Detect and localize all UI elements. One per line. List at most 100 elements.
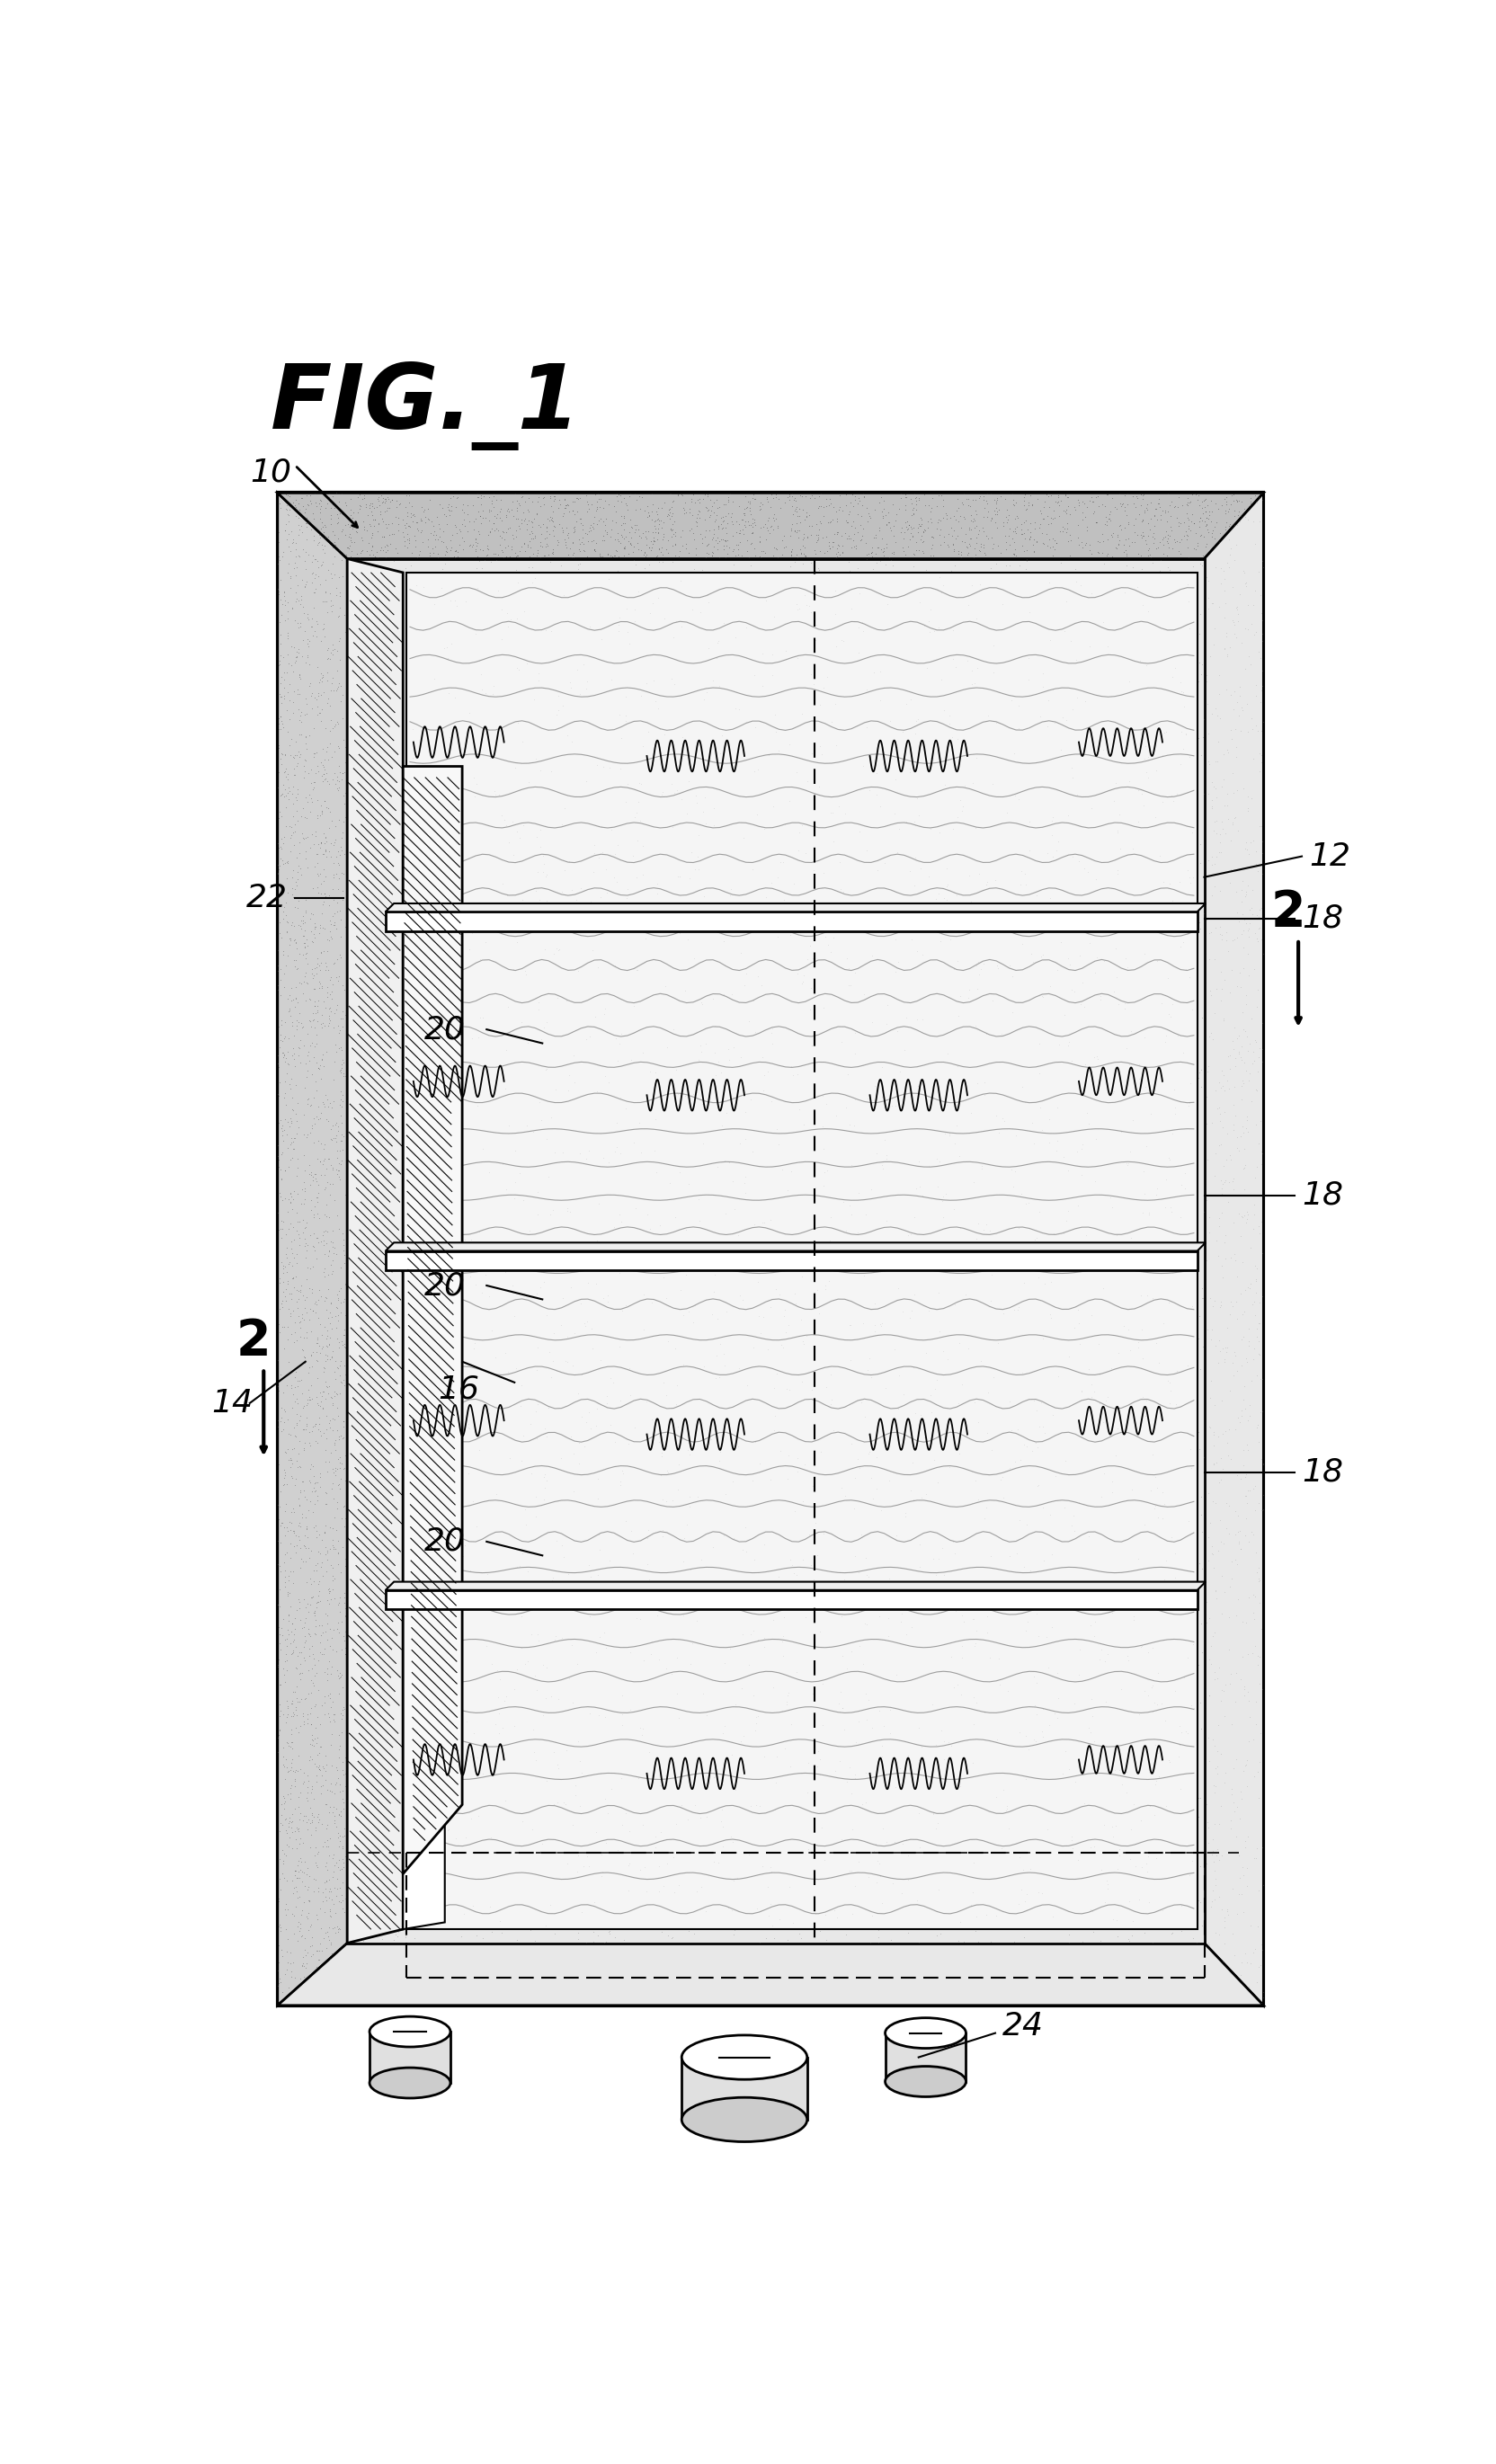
Point: [358, 1892, 381, 1932]
Point: [408, 1882, 432, 1922]
Point: [654, 1676, 678, 1715]
Point: [473, 1170, 497, 1210]
Point: [615, 589, 639, 628]
Point: [295, 695, 319, 734]
Point: [639, 1402, 663, 1441]
Point: [884, 776, 908, 816]
Point: [314, 1185, 338, 1225]
Point: [721, 1821, 745, 1860]
Point: [482, 1286, 506, 1326]
Point: [1116, 946, 1140, 986]
Point: [969, 1067, 993, 1106]
Point: [1118, 1466, 1141, 1506]
Point: [290, 1915, 314, 1954]
Point: [866, 527, 890, 567]
Point: [1230, 1037, 1254, 1077]
Point: [422, 862, 446, 902]
Point: [993, 1715, 1017, 1754]
Point: [1040, 1607, 1064, 1646]
Point: [332, 835, 356, 875]
Point: [498, 885, 522, 924]
Point: [928, 1540, 951, 1579]
Point: [272, 572, 296, 611]
Point: [706, 968, 730, 1008]
Point: [311, 1611, 335, 1651]
Point: [266, 1136, 290, 1175]
Point: [269, 658, 293, 697]
Point: [384, 1434, 408, 1473]
Point: [552, 788, 576, 828]
Point: [848, 520, 872, 559]
Point: [305, 1900, 329, 1939]
Point: [723, 983, 747, 1023]
Point: [295, 963, 319, 1003]
Point: [1224, 798, 1248, 838]
Point: [1002, 1789, 1026, 1828]
Point: [1209, 1439, 1233, 1478]
Point: [1008, 722, 1032, 761]
Point: [268, 1841, 292, 1880]
Point: [747, 670, 770, 710]
Point: [266, 1486, 290, 1525]
Point: [326, 670, 350, 710]
Point: [872, 488, 896, 527]
Point: [634, 1732, 658, 1772]
Point: [1019, 476, 1043, 515]
Point: [295, 476, 319, 515]
Point: [591, 747, 615, 786]
Point: [726, 830, 749, 870]
Point: [1132, 1799, 1156, 1838]
Point: [785, 1183, 809, 1222]
Point: [868, 542, 892, 582]
Point: [803, 717, 827, 756]
Point: [1206, 1343, 1230, 1382]
Point: [519, 517, 543, 557]
Point: [913, 1634, 936, 1673]
Point: [334, 1611, 358, 1651]
Point: [1040, 734, 1064, 774]
Point: [1137, 1198, 1161, 1237]
Point: [1201, 1720, 1225, 1759]
Point: [404, 1289, 428, 1328]
Point: [823, 1050, 847, 1089]
Point: [335, 591, 359, 631]
Point: [1022, 1161, 1046, 1200]
Point: [624, 1878, 648, 1917]
Point: [549, 1476, 573, 1515]
Point: [296, 1592, 320, 1631]
Point: [561, 1035, 585, 1074]
Point: [1010, 1198, 1034, 1237]
Point: [299, 1924, 323, 1964]
Point: [365, 1619, 389, 1658]
Point: [456, 1131, 480, 1170]
Point: [565, 478, 589, 517]
Point: [1019, 818, 1043, 857]
Point: [420, 611, 444, 650]
Point: [1180, 1106, 1204, 1146]
Point: [841, 919, 865, 958]
Point: [301, 1508, 325, 1547]
Point: [1082, 1020, 1106, 1060]
Point: [597, 1143, 621, 1183]
Point: [736, 1180, 760, 1220]
Point: [561, 483, 585, 522]
Point: [314, 1809, 338, 1848]
Point: [404, 1057, 428, 1096]
Point: [266, 1501, 290, 1540]
Point: [1189, 646, 1213, 685]
Point: [370, 793, 393, 833]
Point: [654, 643, 678, 683]
Point: [1103, 756, 1126, 796]
Point: [684, 1577, 708, 1616]
Point: [1049, 742, 1073, 781]
Point: [860, 1449, 884, 1488]
Point: [540, 530, 564, 569]
Point: [868, 1471, 892, 1510]
Point: [847, 1239, 871, 1279]
Point: [482, 771, 506, 811]
Point: [748, 517, 772, 557]
Point: [1158, 1141, 1182, 1180]
Point: [486, 559, 510, 599]
Point: [349, 749, 373, 788]
Point: [926, 919, 950, 958]
